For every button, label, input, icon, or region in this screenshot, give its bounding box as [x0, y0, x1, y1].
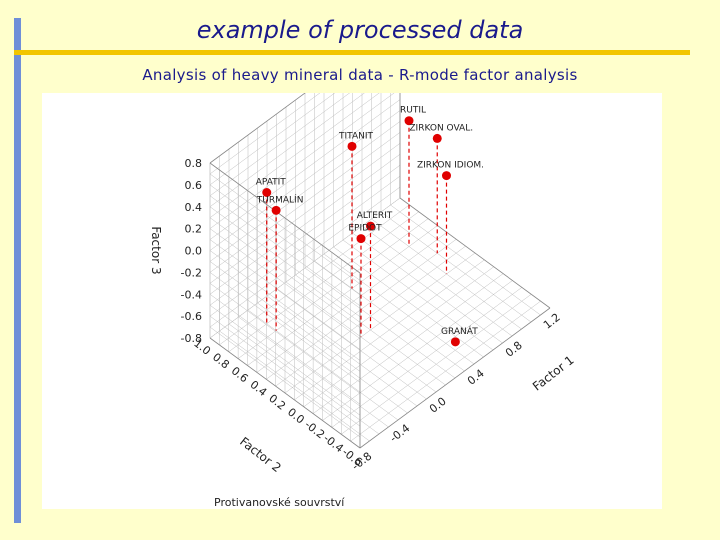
y-tick-label: 0.2: [266, 392, 288, 413]
point-label: ZIRKON OVAL.: [409, 123, 473, 133]
factor-3d-scatter-chart: -0.8-0.40.00.40.81.21.00.80.60.40.20.0-0…: [149, 93, 577, 509]
grid-line: [209, 110, 401, 251]
y-tick-label: 0.6: [229, 364, 251, 385]
grid-line: [312, 273, 504, 414]
z-tick-label: -0.2: [181, 266, 202, 279]
z-tick-label: 0.0: [185, 245, 203, 258]
grid-line: [209, 228, 361, 339]
data-point: [356, 234, 366, 244]
grid-line: [228, 211, 419, 352]
grid-line: [275, 245, 466, 387]
data-point: [271, 205, 281, 215]
grid-line: [209, 261, 361, 372]
z-tick-label: 0.8: [185, 157, 203, 170]
point-label: RUTIL: [400, 106, 426, 116]
x-tick-label: 0.4: [465, 367, 487, 388]
grid-line: [209, 197, 401, 339]
grid-line: [209, 93, 395, 229]
grid-line: [256, 232, 448, 373]
grid-line: [209, 304, 361, 416]
title-rule: [14, 50, 690, 55]
y-axis-title: Factor 2: [237, 434, 284, 475]
grid-line: [209, 143, 401, 284]
grid-line: [209, 272, 361, 383]
drop-lines: [266, 120, 456, 342]
grid-line: [209, 93, 380, 218]
grid-line: [209, 239, 361, 350]
grid-line: [209, 186, 401, 328]
z-tick-label: -0.6: [181, 310, 202, 323]
data-point: [450, 337, 460, 347]
x-axis-title: Factor 1: [530, 353, 577, 394]
z-tick-label: 0.4: [185, 201, 203, 214]
grid-line: [284, 252, 476, 394]
grid-line: [209, 315, 361, 427]
grid-line: [209, 154, 401, 295]
box-edge: [399, 197, 551, 309]
slide-title: example of processed data: [196, 16, 524, 44]
point-label: ALTERIT: [357, 211, 393, 221]
grid-line: [237, 218, 429, 359]
data-point: [262, 188, 272, 197]
chart-panel: -0.8 -0.4 0.0 0.4 0.8 1.2 1.0 0.8 0.6 0.4 0.2 0.0 -0…: [42, 93, 662, 509]
chart-caption: Protivanovské souvrství: [214, 496, 345, 509]
box-edge: [359, 307, 551, 449]
grid-line: [303, 266, 494, 407]
data-point: [347, 141, 357, 151]
grid-line: [209, 164, 401, 306]
grid-line: [209, 184, 361, 296]
data-points: APATIT TURMALÍN TITANIT ALTERIT EPIDOT RUTIL Z…: [256, 106, 484, 347]
grid-line: [209, 283, 361, 394]
y-tick-label: 0.4: [248, 378, 270, 399]
z-tick-label: 0.6: [185, 179, 203, 192]
grid-line: [209, 173, 361, 285]
grid-line: [219, 204, 410, 346]
grid-line: [209, 93, 365, 207]
grid-line: [209, 93, 336, 186]
grid-line: [247, 225, 438, 366]
point-label: TITANIT: [338, 131, 373, 141]
grid-line: [209, 93, 321, 175]
x-tick-label: 1.2: [541, 311, 563, 332]
y-tick-label: 0.8: [210, 350, 232, 371]
point-label: TURMALÍN: [256, 193, 304, 205]
z-tick-label: 0.2: [185, 223, 203, 236]
grid-line: [322, 280, 513, 421]
grid-line: [209, 326, 361, 438]
grid-line: [209, 99, 401, 240]
grid-line: [331, 287, 523, 428]
point-label: EPIDOT: [348, 224, 382, 234]
point-label: ZIRKON IDIOM.: [417, 161, 484, 171]
data-point: [366, 221, 375, 231]
grid-line: [209, 217, 361, 328]
grid-line: [209, 121, 401, 262]
grid-line: [209, 93, 350, 197]
data-point: [432, 133, 442, 143]
grid-line: [350, 300, 541, 442]
box-edge: [209, 337, 361, 449]
data-point: [404, 116, 414, 126]
z-axis-title: Factor 3: [149, 226, 163, 274]
y-tick-label: 0.0: [285, 405, 307, 426]
grid-line: [209, 294, 361, 405]
x-tick-label: 0.0: [427, 395, 449, 416]
z-tick-label: -0.4: [181, 288, 202, 301]
data-point: [442, 171, 451, 181]
chart-grid: [209, 93, 551, 449]
accent-bar: [14, 18, 21, 523]
grid-line: [341, 294, 532, 435]
box-edge: [209, 162, 361, 274]
grid-line: [209, 132, 401, 273]
grid-line: [294, 259, 485, 401]
grid-line: [209, 206, 361, 317]
z-tick-label: -0.8: [181, 332, 202, 345]
x-tick-label: 0.8: [503, 339, 525, 360]
slide-subtitle: Analysis of heavy mineral data - R-mode …: [142, 66, 578, 84]
box-edge: [209, 93, 306, 164]
point-label: APATIT: [256, 178, 287, 188]
grid-line: [209, 175, 401, 317]
point-label: GRANÁT: [441, 325, 478, 337]
